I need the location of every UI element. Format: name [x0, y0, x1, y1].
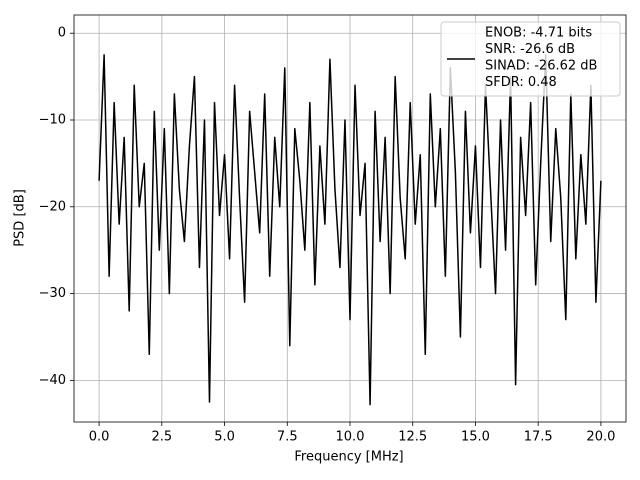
x-tick-label: 7.5: [277, 430, 298, 445]
y-tick-label: 0: [58, 26, 66, 41]
x-tick-label: 20.0: [586, 430, 615, 445]
x-tick-label: 12.5: [398, 430, 427, 445]
legend-label: SNR: -26.6 dB: [485, 42, 575, 57]
y-tick-label: −30: [39, 286, 66, 301]
x-tick-label: 5.0: [214, 430, 235, 445]
y-axis-label: PSD [dB]: [13, 189, 28, 247]
y-tick-label: −10: [39, 113, 66, 128]
legend-label: SFDR: 0.48: [485, 75, 557, 90]
legend-label: SINAD: -26.62 dB: [485, 59, 597, 74]
plot-frame: [73, 14, 627, 423]
legend-box: [440, 21, 621, 97]
x-tick-label: 15.0: [461, 430, 490, 445]
x-axis-label: Frequency [MHz]: [294, 450, 403, 465]
psd-line: [98, 54, 602, 406]
x-tick-label: 17.5: [524, 430, 553, 445]
y-tick-label: −40: [39, 373, 66, 388]
y-tick-label: −20: [39, 199, 66, 214]
legend-label: ENOB: -4.71 bits: [485, 26, 592, 41]
x-tick-label: 0.0: [89, 430, 110, 445]
x-tick-label: 2.5: [151, 430, 172, 445]
x-tick-label: 10.0: [336, 430, 365, 445]
